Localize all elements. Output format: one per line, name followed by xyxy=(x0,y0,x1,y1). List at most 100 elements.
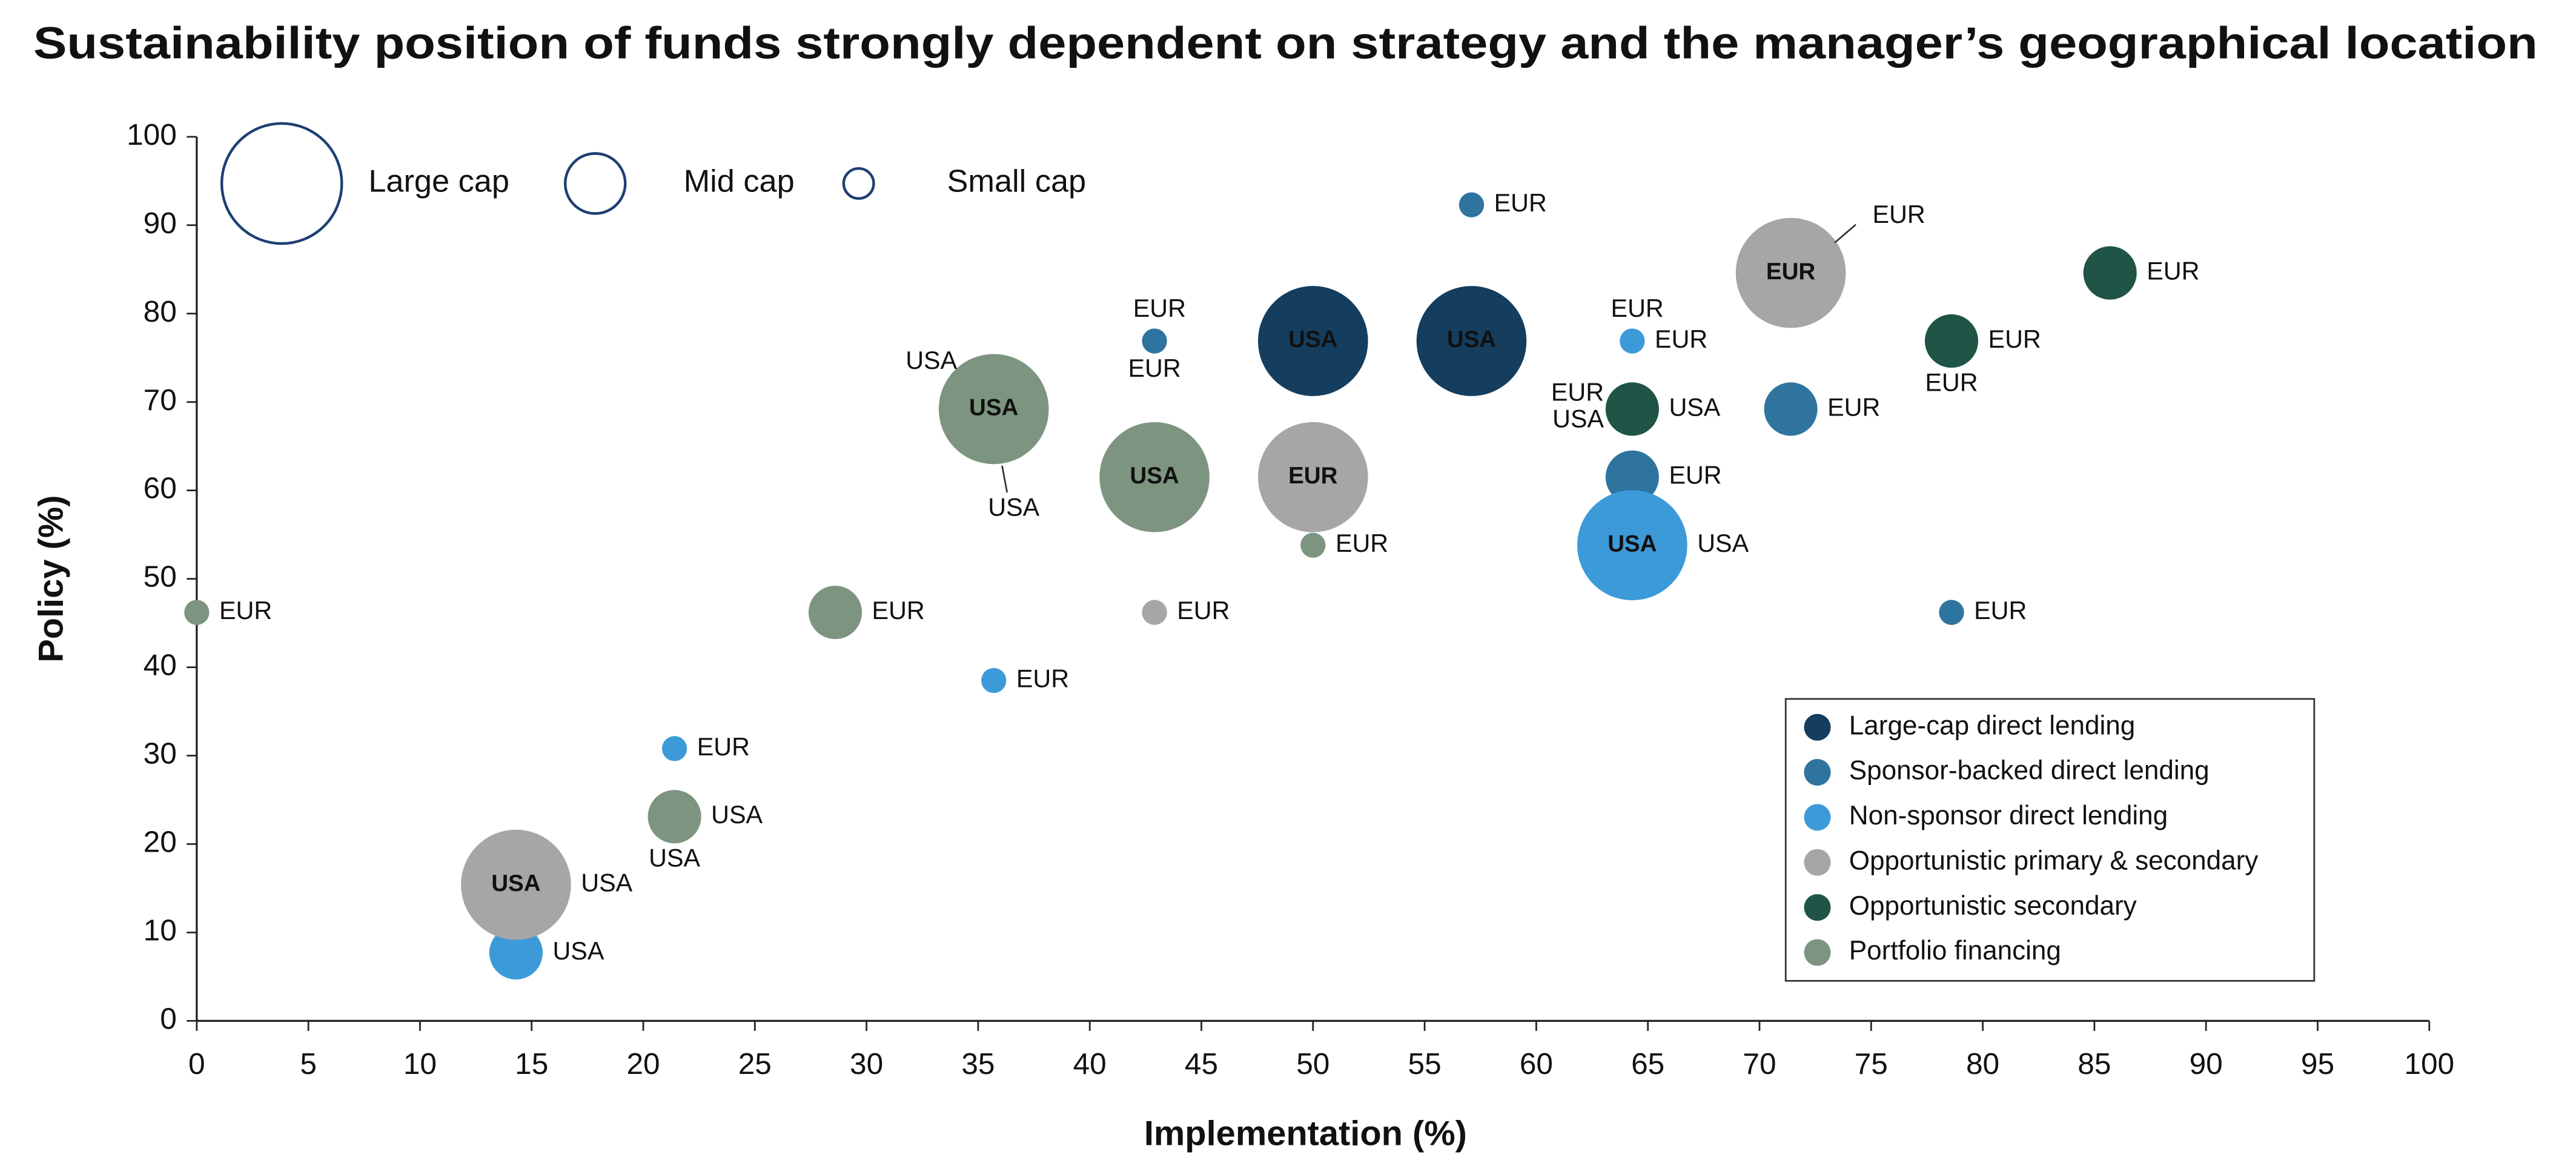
data-label: EUR xyxy=(1655,325,1707,353)
x-tick-label: 25 xyxy=(738,1047,772,1081)
bubble xyxy=(647,790,701,844)
data-label: EUR xyxy=(872,597,925,624)
x-tick-label: 95 xyxy=(2301,1047,2334,1081)
y-tick-label: 0 xyxy=(160,1001,177,1035)
legend-label: Sponsor-backed direct lending xyxy=(1849,756,2210,786)
data-label: USA xyxy=(906,346,957,374)
bubble xyxy=(808,586,863,640)
data-label: EUR xyxy=(1016,664,1069,692)
data-label: EUR xyxy=(1177,597,1230,624)
x-tick-label: 45 xyxy=(1185,1047,1218,1081)
x-tick-label: 85 xyxy=(2078,1047,2111,1081)
legend-label: Opportunistic secondary xyxy=(1849,891,2137,921)
x-tick-label: 55 xyxy=(1408,1047,1442,1081)
bubble-inner-label: USA xyxy=(491,870,540,896)
data-label: EUR xyxy=(2147,257,2199,285)
leader-line xyxy=(1834,224,1856,243)
data-label: USA xyxy=(1552,405,1604,433)
bubble xyxy=(489,926,543,980)
bubble xyxy=(981,667,1007,694)
chart-title: Sustainability position of funds strongl… xyxy=(33,18,2538,68)
data-label: EUR xyxy=(1494,189,1547,217)
data-label: USA xyxy=(552,937,604,965)
bubble xyxy=(1099,422,1210,532)
bubble-inner-label: USA xyxy=(1608,531,1657,557)
bubble-inner-label: USA xyxy=(1130,463,1179,489)
bubble xyxy=(1735,217,1846,328)
legend-label: Portfolio financing xyxy=(1849,936,2061,966)
data-label: USA xyxy=(1697,529,1749,557)
data-label: EUR xyxy=(1988,325,2041,353)
size-legend-circle xyxy=(563,152,627,215)
data-label: EUR xyxy=(1551,378,1604,406)
bubble xyxy=(1577,490,1687,601)
x-tick-label: 60 xyxy=(1520,1047,1553,1081)
size-legend-label: Large cap xyxy=(368,164,509,199)
leader-line xyxy=(1001,465,1008,493)
bubble xyxy=(1605,382,1659,436)
x-tick-label: 10 xyxy=(403,1047,437,1081)
x-tick-label: 30 xyxy=(850,1047,883,1081)
data-label: EUR xyxy=(1974,597,2027,624)
x-tick-label: 15 xyxy=(515,1047,548,1081)
size-legend-label: Mid cap xyxy=(684,164,795,199)
data-label: USA xyxy=(988,494,1039,522)
y-tick-label: 30 xyxy=(144,737,177,770)
x-tick-label: 65 xyxy=(1631,1047,1664,1081)
legend-box xyxy=(1784,698,2316,982)
bubble xyxy=(1300,532,1326,558)
bubble xyxy=(1459,192,1485,217)
y-tick-label: 80 xyxy=(144,294,177,328)
bubble-inner-label: USA xyxy=(1288,326,1337,353)
bubble xyxy=(1605,450,1659,504)
y-tick-label: 10 xyxy=(144,913,177,947)
bubble xyxy=(1939,600,1964,625)
data-label: USA xyxy=(581,869,632,897)
data-label: EUR xyxy=(1128,354,1180,382)
y-tick-label: 70 xyxy=(144,383,177,417)
y-tick-label: 60 xyxy=(144,471,177,505)
bubble xyxy=(1142,328,1167,354)
x-tick-label: 100 xyxy=(2404,1047,2454,1081)
legend-swatch xyxy=(1804,849,1831,876)
x-tick-label: 80 xyxy=(1966,1047,1999,1081)
legend-swatch xyxy=(1804,804,1831,831)
legend-swatch xyxy=(1804,714,1831,741)
bubble-inner-label: USA xyxy=(1447,326,1496,353)
legend-swatch xyxy=(1804,894,1831,921)
bubble xyxy=(1620,328,1645,354)
bubble xyxy=(184,600,210,625)
bubble-inner-label: EUR xyxy=(1288,463,1338,489)
y-tick-label: 50 xyxy=(144,560,177,594)
size-legend-circle xyxy=(842,167,875,200)
bubble xyxy=(1142,600,1167,625)
bubble xyxy=(1764,382,1818,436)
legend-label: Large-cap direct lending xyxy=(1849,711,2135,740)
x-tick-label: 35 xyxy=(961,1047,995,1081)
legend-swatch xyxy=(1804,759,1831,786)
size-legend-circle xyxy=(220,122,343,245)
data-label: USA xyxy=(711,801,763,829)
x-tick-label: 70 xyxy=(1743,1047,1776,1081)
bubble xyxy=(938,354,1049,465)
x-tick-label: 40 xyxy=(1073,1047,1107,1081)
y-axis-label: Policy (%) xyxy=(31,495,70,662)
bubble xyxy=(1257,422,1368,532)
data-label: USA xyxy=(1669,393,1720,421)
data-label: EUR xyxy=(1336,529,1388,557)
data-label: EUR xyxy=(1925,368,1978,396)
bubble xyxy=(661,736,687,761)
bubble-inner-label: USA xyxy=(969,395,1018,421)
data-label: USA xyxy=(649,844,700,872)
legend-label: Non-sponsor direct lending xyxy=(1849,801,2168,830)
data-label: EUR xyxy=(1827,393,1880,421)
data-label: EUR xyxy=(1133,294,1186,322)
legend-swatch xyxy=(1804,939,1831,966)
data-label: EUR xyxy=(1611,294,1664,322)
bubble xyxy=(1416,286,1527,396)
size-legend-label: Small cap xyxy=(947,164,1087,199)
x-tick-label: 50 xyxy=(1296,1047,1329,1081)
x-axis-label: Implementation (%) xyxy=(1144,1115,1467,1153)
bubble xyxy=(2083,246,2137,300)
